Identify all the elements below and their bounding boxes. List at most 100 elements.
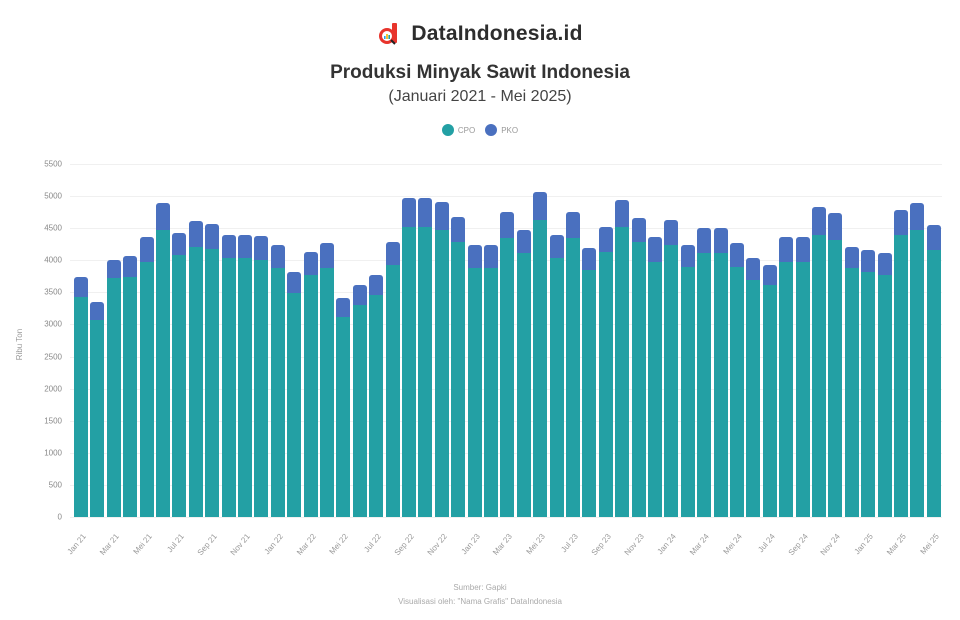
bar-segment-cpo[interactable] xyxy=(664,244,679,517)
bar-jul-23[interactable] xyxy=(566,212,580,517)
bar-sep-24[interactable] xyxy=(795,237,810,517)
bar-mei-25[interactable] xyxy=(926,224,941,517)
bar-apr-22[interactable] xyxy=(320,242,334,517)
bar-segment-cpo[interactable] xyxy=(467,267,482,517)
bar-segment-pko[interactable] xyxy=(533,192,548,220)
bar-nov-23[interactable] xyxy=(631,217,646,517)
bar-segment-pko[interactable] xyxy=(516,230,531,254)
bar-segment-pko[interactable] xyxy=(664,219,679,245)
bar-jan-23[interactable] xyxy=(467,244,482,517)
bar-segment-cpo[interactable] xyxy=(303,275,318,517)
bar-segment-cpo[interactable] xyxy=(533,219,548,517)
bar-jan-22[interactable] xyxy=(270,244,285,517)
bar-segment-pko[interactable] xyxy=(123,255,138,277)
bar-segment-pko[interactable] xyxy=(270,244,285,268)
bar-segment-cpo[interactable] xyxy=(910,230,925,517)
bar-segment-pko[interactable] xyxy=(467,244,482,268)
bar-agu-22[interactable] xyxy=(385,242,400,517)
bar-segment-cpo[interactable] xyxy=(434,230,449,517)
bar-jul-24[interactable] xyxy=(762,264,777,517)
bar-segment-pko[interactable] xyxy=(730,242,744,267)
bar-mar-24[interactable] xyxy=(697,228,712,517)
bar-segment-cpo[interactable] xyxy=(385,264,400,517)
bar-segment-pko[interactable] xyxy=(877,253,892,276)
bar-segment-cpo[interactable] xyxy=(861,271,876,517)
bar-segment-pko[interactable] xyxy=(746,257,761,281)
bar-segment-cpo[interactable] xyxy=(270,267,285,517)
bar-segment-pko[interactable] xyxy=(352,285,367,306)
bar-segment-cpo[interactable] xyxy=(582,269,597,517)
bar-segment-cpo[interactable] xyxy=(139,262,154,517)
bar-segment-pko[interactable] xyxy=(156,203,170,231)
bar-segment-pko[interactable] xyxy=(451,217,466,243)
bar-segment-pko[interactable] xyxy=(812,207,826,236)
bar-segment-cpo[interactable] xyxy=(730,266,744,517)
bar-agu-24[interactable] xyxy=(779,237,794,517)
bar-segment-pko[interactable] xyxy=(303,251,318,276)
bar-jun-21[interactable] xyxy=(156,203,170,517)
bar-des-24[interactable] xyxy=(844,246,859,517)
bar-feb-22[interactable] xyxy=(287,271,302,517)
bar-segment-pko[interactable] xyxy=(582,248,597,270)
bar-segment-cpo[interactable] xyxy=(352,305,367,517)
bar-sep-21[interactable] xyxy=(205,224,220,517)
bar-segment-cpo[interactable] xyxy=(516,253,531,517)
bar-segment-cpo[interactable] xyxy=(631,242,646,517)
bar-segment-cpo[interactable] xyxy=(402,226,416,517)
bar-segment-cpo[interactable] xyxy=(238,257,252,517)
bar-segment-cpo[interactable] xyxy=(844,267,859,517)
bar-mar-21[interactable] xyxy=(106,260,121,517)
bar-segment-pko[interactable] xyxy=(434,201,449,231)
bar-segment-cpo[interactable] xyxy=(221,257,236,517)
bar-segment-pko[interactable] xyxy=(828,212,843,240)
bar-segment-cpo[interactable] xyxy=(369,294,384,517)
bar-segment-cpo[interactable] xyxy=(336,316,351,517)
bar-segment-pko[interactable] xyxy=(418,198,433,227)
legend-item-pko[interactable]: PKO xyxy=(485,124,518,136)
bar-segment-pko[interactable] xyxy=(566,212,580,238)
bar-mar-23[interactable] xyxy=(500,212,515,517)
bar-feb-23[interactable] xyxy=(484,244,498,517)
bar-segment-pko[interactable] xyxy=(631,217,646,243)
bar-segment-cpo[interactable] xyxy=(205,248,220,517)
bar-agu-21[interactable] xyxy=(188,221,203,517)
bar-feb-24[interactable] xyxy=(680,244,695,517)
bar-jun-22[interactable] xyxy=(352,285,367,517)
bar-segment-cpo[interactable] xyxy=(188,246,203,517)
bar-segment-pko[interactable] xyxy=(598,226,613,252)
bar-okt-24[interactable] xyxy=(812,207,826,517)
bar-jul-21[interactable] xyxy=(172,233,187,517)
bar-jan-21[interactable] xyxy=(74,276,88,517)
bar-agu-23[interactable] xyxy=(582,248,597,517)
bar-segment-pko[interactable] xyxy=(713,228,728,254)
bar-segment-pko[interactable] xyxy=(680,244,695,267)
bar-segment-pko[interactable] xyxy=(90,301,105,320)
bar-segment-cpo[interactable] xyxy=(795,262,810,517)
bar-segment-cpo[interactable] xyxy=(598,251,613,517)
bar-segment-pko[interactable] xyxy=(369,275,384,295)
bar-segment-pko[interactable] xyxy=(287,271,302,293)
bar-segment-pko[interactable] xyxy=(910,203,925,231)
bar-segment-pko[interactable] xyxy=(254,235,269,261)
bar-segment-pko[interactable] xyxy=(484,244,498,268)
bar-segment-pko[interactable] xyxy=(221,235,236,258)
bar-segment-cpo[interactable] xyxy=(697,253,712,517)
bar-segment-pko[interactable] xyxy=(844,246,859,268)
bar-segment-cpo[interactable] xyxy=(648,262,662,517)
bar-jan-24[interactable] xyxy=(664,219,679,517)
bar-segment-cpo[interactable] xyxy=(926,249,941,517)
bar-segment-cpo[interactable] xyxy=(812,235,826,517)
bar-segment-pko[interactable] xyxy=(926,224,941,250)
bar-apr-24[interactable] xyxy=(713,228,728,517)
bar-segment-pko[interactable] xyxy=(385,242,400,265)
bar-segment-cpo[interactable] xyxy=(320,267,334,517)
bar-segment-cpo[interactable] xyxy=(549,257,564,517)
bar-segment-pko[interactable] xyxy=(648,237,662,263)
bar-nov-24[interactable] xyxy=(828,212,843,517)
bar-segment-pko[interactable] xyxy=(320,242,334,268)
bar-segment-cpo[interactable] xyxy=(418,226,433,517)
bar-segment-pko[interactable] xyxy=(402,198,416,227)
bar-segment-cpo[interactable] xyxy=(680,266,695,517)
bar-segment-pko[interactable] xyxy=(205,224,220,249)
bar-segment-pko[interactable] xyxy=(139,237,154,263)
